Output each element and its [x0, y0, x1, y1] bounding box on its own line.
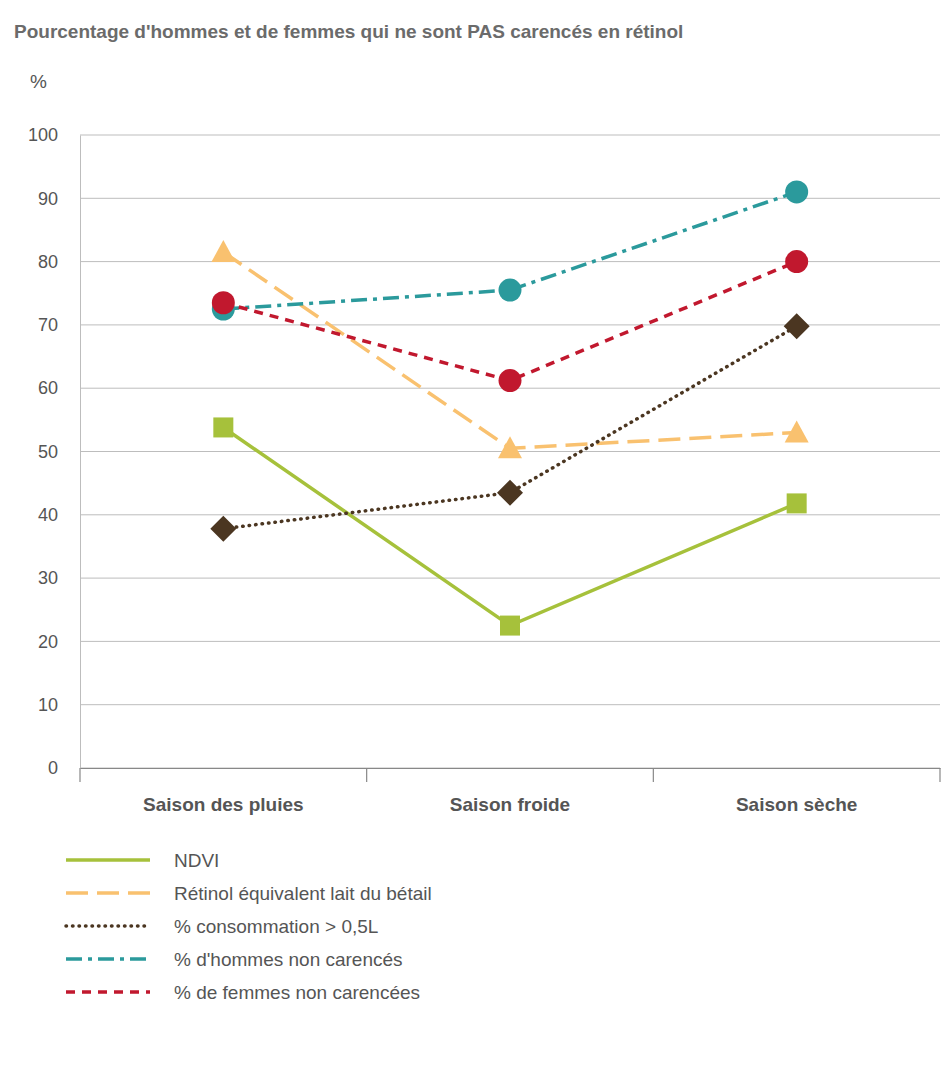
legend-label: Rétinol équivalent lait du bétail — [174, 883, 432, 904]
y-tick-label: 40 — [38, 505, 58, 525]
grid-line — [80, 578, 940, 579]
legend-swatch — [66, 957, 150, 961]
series — [213, 417, 806, 635]
series-line — [223, 252, 796, 448]
x-tick: Saison froide — [450, 768, 570, 815]
series — [212, 250, 808, 392]
data-point — [499, 279, 522, 302]
data-point — [210, 516, 236, 542]
series — [211, 240, 808, 458]
y-tick-label: 50 — [38, 442, 58, 462]
y-tick: 90 — [38, 189, 80, 209]
grid — [80, 135, 940, 768]
data-point — [785, 180, 808, 203]
grid-line — [80, 198, 940, 199]
y-tick-label: 70 — [38, 315, 58, 335]
x-tick-label: Saison des pluies — [143, 794, 303, 815]
data-point — [213, 417, 233, 437]
y-tick: 30 — [38, 568, 80, 588]
legend-swatch — [66, 858, 150, 862]
legend-label: % d'hommes non carencés — [174, 949, 403, 970]
data-point — [784, 313, 810, 339]
x-tick: Saison des pluies — [143, 768, 303, 815]
plot-area — [210, 180, 809, 635]
y-axis-line — [80, 136, 81, 769]
grid-line — [80, 324, 940, 325]
legend-label: % de femmes non carencées — [174, 982, 420, 1003]
legend: NDVI Rétinol équivalent lait du bétail % c… — [66, 850, 432, 1003]
legend-swatch — [66, 924, 150, 928]
series-line — [223, 326, 796, 529]
y-tick: 50 — [38, 442, 80, 462]
data-point — [785, 250, 808, 273]
data-point — [498, 436, 522, 458]
legend-label: NDVI — [174, 850, 219, 871]
series-line — [223, 192, 796, 309]
x-tick-label: Saison sèche — [736, 794, 857, 815]
grid-line — [80, 261, 940, 262]
data-point — [787, 493, 807, 513]
data-point — [212, 291, 235, 314]
chart: Pourcentage d'hommes et de femmes qui ne… — [0, 0, 943, 1080]
data-point — [499, 369, 522, 392]
grid-line — [80, 704, 940, 705]
legend-swatch — [66, 990, 150, 994]
y-tick-label: 80 — [38, 252, 58, 272]
y-tick-label: 10 — [38, 695, 58, 715]
legend-label: % consommation > 0,5L — [174, 916, 378, 937]
y-tick-label: 20 — [38, 632, 58, 652]
grid-line — [80, 768, 940, 769]
series — [210, 313, 809, 542]
category-separators — [80, 768, 940, 782]
category-separator — [653, 768, 654, 782]
grid-line — [80, 135, 940, 136]
y-tick: 0 — [48, 758, 80, 778]
x-axis-line — [81, 768, 941, 769]
x-tick-label: Saison froide — [450, 794, 570, 815]
series — [212, 180, 808, 320]
grid-line — [80, 641, 940, 642]
legend-entry: NDVI — [66, 850, 219, 871]
y-tick: 70 — [38, 315, 80, 335]
series-line — [223, 262, 796, 381]
legend-entry: % de femmes non carencées — [66, 982, 420, 1003]
chart-container: Pourcentage d'hommes et de femmes qui ne… — [0, 0, 943, 1080]
x-tick: Saison sèche — [736, 768, 857, 815]
y-tick: 20 — [38, 632, 80, 652]
legend-swatch — [66, 891, 150, 895]
y-tick-label: 100 — [28, 125, 58, 145]
grid-line — [80, 514, 940, 515]
y-tick: 10 — [38, 695, 80, 715]
y-tick-label: 60 — [38, 378, 58, 398]
y-tick-label: 30 — [38, 568, 58, 588]
y-tick-label: 0 — [48, 758, 58, 778]
series-line — [223, 427, 796, 625]
legend-entry: % d'hommes non carencés — [66, 949, 403, 970]
legend-entry: % consommation > 0,5L — [66, 916, 378, 937]
y-axis: 0 10 20 30 40 50 60 70 80 90 100 — [28, 125, 81, 778]
y-tick: 100 — [28, 125, 80, 145]
category-separator — [366, 768, 367, 782]
legend-entry: Rétinol équivalent lait du bétail — [66, 883, 432, 904]
y-tick: 40 — [38, 505, 80, 525]
data-point — [500, 616, 520, 636]
category-separator — [939, 768, 940, 782]
x-axis: Saison des pluies Saison froide Saison sèc… — [81, 768, 941, 815]
data-point — [211, 240, 235, 262]
y-tick: 60 — [38, 378, 80, 398]
data-point — [785, 421, 809, 443]
y-tick: 80 — [38, 252, 80, 272]
data-point — [497, 480, 523, 506]
category-separator — [79, 768, 80, 782]
y-axis-title: % — [30, 71, 47, 92]
y-tick-label: 90 — [38, 189, 58, 209]
title: Pourcentage d'hommes et de femmes qui ne… — [14, 21, 683, 42]
